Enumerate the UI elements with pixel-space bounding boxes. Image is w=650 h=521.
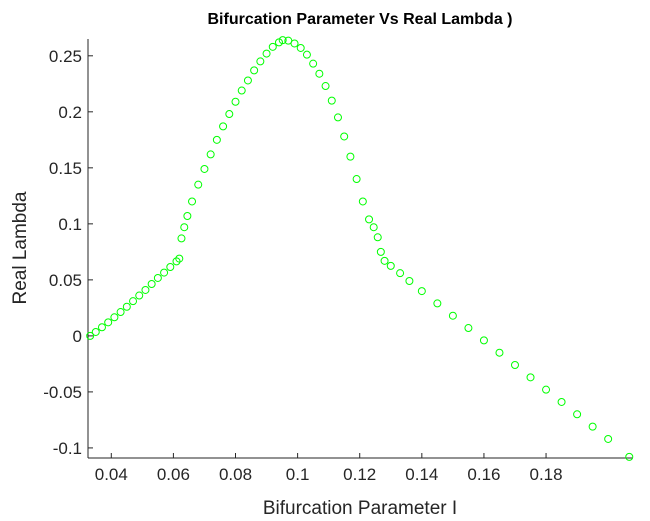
point [358, 197, 367, 206]
point [352, 175, 361, 184]
point [141, 285, 150, 294]
point [194, 180, 203, 189]
y-axis-label: Real Lambda [10, 191, 31, 304]
point [346, 152, 355, 161]
point [212, 135, 221, 144]
y-tick-label: -0.1 [53, 439, 82, 458]
x-tick-label: 0.16 [467, 465, 500, 484]
point [200, 164, 209, 173]
x-axis-label: Bifurcation Parameter I [263, 498, 457, 519]
point [147, 280, 156, 289]
x-tick-label: 0.08 [219, 465, 252, 484]
y-tick-label: 0.05 [49, 271, 82, 290]
point [405, 276, 414, 285]
point [376, 247, 385, 256]
point [557, 397, 566, 406]
point [380, 256, 389, 265]
point [166, 262, 175, 271]
y-tick-label: 0.2 [58, 103, 82, 122]
x-tick-label: 0.18 [530, 465, 563, 484]
point [206, 150, 215, 159]
point [256, 57, 265, 66]
point [116, 308, 125, 317]
point [309, 59, 318, 68]
x-tick-label: 0.12 [343, 465, 376, 484]
point [526, 373, 535, 382]
point [180, 223, 189, 232]
point [231, 97, 240, 106]
point [510, 361, 519, 370]
point [296, 43, 305, 52]
point [588, 422, 597, 431]
point [365, 215, 374, 224]
point [369, 223, 378, 232]
point [243, 76, 252, 85]
chart-title: Bifurcation Parameter Vs Real Lambda ) [208, 11, 513, 28]
y-tick-label: 0 [73, 327, 82, 346]
point [153, 273, 162, 282]
y-tick-label: -0.05 [43, 383, 82, 402]
point [464, 324, 473, 333]
point [237, 86, 246, 95]
y-tick-label: 0.25 [49, 47, 82, 66]
point [315, 69, 324, 78]
point [122, 302, 131, 311]
point [97, 323, 106, 332]
point [225, 110, 234, 119]
x-tick-label: 0.1 [286, 465, 310, 484]
point [188, 197, 197, 206]
point [177, 234, 186, 243]
point [129, 297, 138, 306]
point [278, 36, 287, 45]
point [333, 113, 342, 122]
point [340, 132, 349, 141]
point [396, 269, 405, 278]
point [290, 39, 299, 48]
point [172, 257, 181, 266]
point [373, 233, 382, 242]
point [495, 348, 504, 357]
x-tick-label: 0.06 [157, 465, 190, 484]
point [433, 299, 442, 308]
point [573, 410, 582, 419]
point [268, 42, 277, 51]
point [417, 287, 426, 296]
point [110, 313, 119, 322]
point [262, 49, 271, 58]
point [183, 212, 192, 221]
point [448, 311, 457, 320]
y-tick-label: 0.15 [49, 159, 82, 178]
point [625, 452, 634, 461]
point [135, 291, 144, 300]
point [86, 331, 95, 340]
y-tick-label: 0.1 [58, 215, 82, 234]
point [542, 385, 551, 394]
point [604, 434, 613, 443]
point [160, 268, 169, 277]
point [302, 50, 311, 59]
point [219, 122, 228, 131]
point [479, 336, 488, 345]
point [386, 261, 395, 270]
point [327, 96, 336, 105]
point [91, 327, 100, 336]
point [250, 66, 259, 75]
x-tick-label: 0.04 [95, 465, 128, 484]
point [104, 318, 113, 327]
x-tick-label: 0.14 [405, 465, 438, 484]
point [321, 82, 330, 91]
point [175, 254, 184, 263]
